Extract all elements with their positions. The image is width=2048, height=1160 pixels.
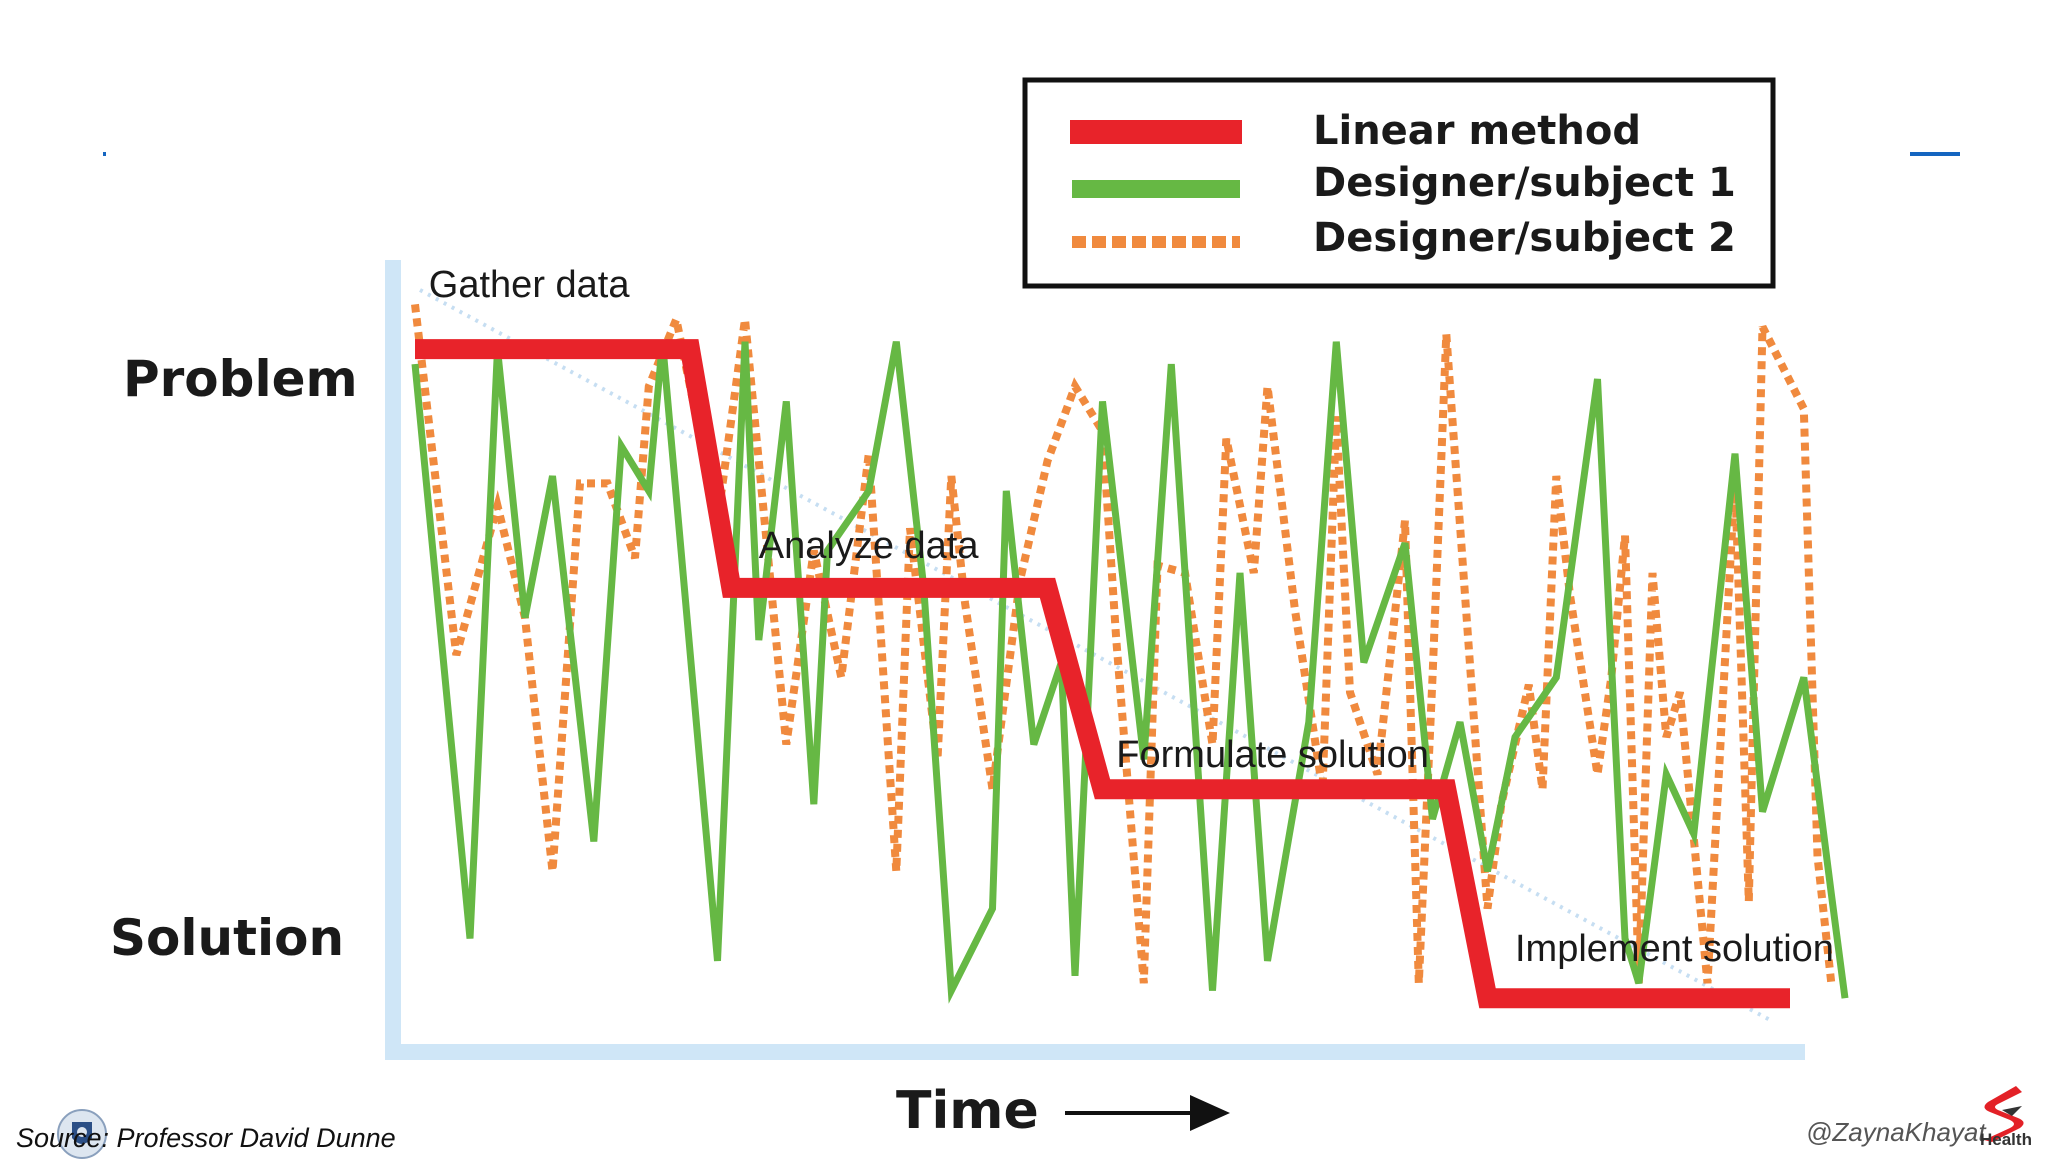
x-axis-label: Time	[896, 1081, 1039, 1141]
y-label-solution: Solution	[110, 909, 344, 967]
series-designer-subject-2	[411, 303, 1836, 984]
y-label-problem: Problem	[123, 350, 358, 408]
legend-entry-subject2: Designer/subject 2	[1313, 215, 1736, 261]
series-designer-subject-1	[411, 341, 1849, 1004]
stage-label-implement-solution: Implement solution	[1515, 928, 1834, 970]
stage-label-gather-data: Gather data	[429, 264, 631, 306]
series-linear-method	[415, 339, 1790, 1009]
legend-swatch-linear	[1070, 120, 1242, 144]
stage-label-analyze-data: Analyze data	[759, 525, 980, 567]
brand-label: Health	[1980, 1130, 2032, 1149]
decorative-dot	[103, 152, 106, 156]
legend-entry-subject1: Designer/subject 1	[1313, 160, 1736, 206]
y-axis	[385, 260, 401, 1060]
author-handle: @ZaynaKhayat	[1806, 1117, 1986, 1147]
diagonal-guide-line	[419, 288, 1771, 1022]
legend: Linear method Designer/subject 1 Designe…	[1022, 77, 1776, 289]
brand-logo-icon	[1984, 1086, 2024, 1142]
time-arrow-icon	[1065, 1095, 1230, 1131]
decorative-dash	[1910, 152, 1960, 156]
legend-swatch-subject1	[1072, 180, 1240, 198]
source-citation: Source: Professor David Dunne	[16, 1123, 396, 1153]
stage-label-formulate-solution: Formulate solution	[1116, 734, 1429, 776]
x-axis	[385, 1044, 1805, 1060]
legend-entry-linear: Linear method	[1313, 108, 1641, 154]
